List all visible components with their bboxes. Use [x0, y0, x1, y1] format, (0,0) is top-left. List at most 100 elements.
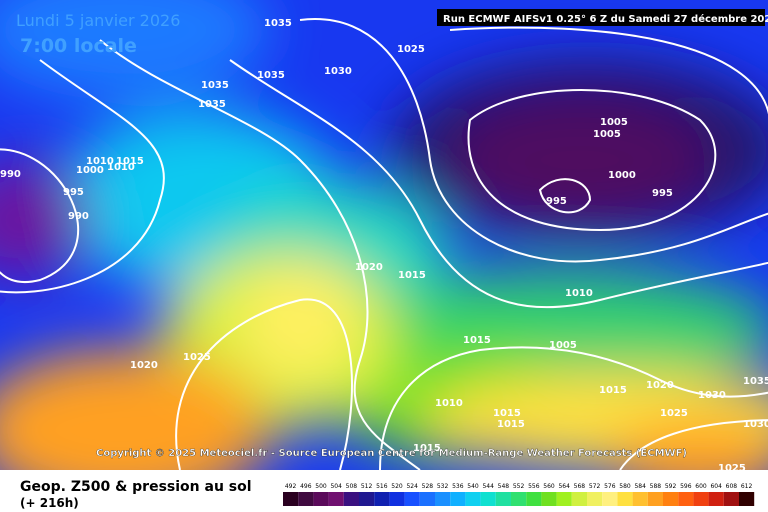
isobar-label: 1025 — [397, 44, 425, 55]
scale-swatch — [343, 492, 359, 506]
scale-label: 596 — [680, 483, 692, 490]
isobar-label: 995 — [546, 196, 567, 207]
isobar-label: 1015 — [463, 335, 491, 346]
scale-label: 520 — [391, 483, 403, 490]
scale-label: 532 — [437, 483, 449, 490]
isobar-label: 1015 — [116, 156, 144, 167]
footer-title: Geop. Z500 & pression au sol — [20, 479, 252, 495]
scale-swatch — [663, 492, 679, 506]
scale-swatch — [404, 492, 420, 506]
isobar-label: 1010 — [107, 162, 135, 173]
isobar-label: 1030 — [698, 390, 726, 401]
scale-label: 592 — [665, 483, 677, 490]
scale-label: 548 — [498, 483, 510, 490]
scale-label: 560 — [543, 483, 555, 490]
isobar-label: 1010 — [86, 156, 114, 167]
scale-swatch — [678, 492, 694, 506]
isobar-label: 1020 — [355, 262, 383, 273]
color-scale: 492 496 500 504 508 512 516 520 524 528 532 536 540 5… — [283, 483, 755, 506]
isobar-label: 1015 — [398, 270, 426, 281]
scale-swatch — [374, 492, 390, 506]
scale-swatch — [298, 492, 314, 506]
scale-swatch — [587, 492, 603, 506]
scale-label: 608 — [726, 483, 738, 490]
scale-label: 492 — [285, 483, 297, 490]
scale-swatch — [283, 492, 299, 506]
scale-label: 584 — [634, 483, 646, 490]
scale-swatch — [693, 492, 709, 506]
scale-label: 612 — [741, 483, 753, 490]
scale-label: 496 — [300, 483, 312, 490]
scale-swatch — [480, 492, 496, 506]
scale-label: 516 — [376, 483, 388, 490]
scale-swatch — [328, 492, 344, 506]
scale-swatch — [359, 492, 375, 506]
isobar-label: 995 — [652, 188, 673, 199]
isobar-label: 1020 — [130, 360, 158, 371]
isobar-label: 990 — [68, 211, 89, 222]
scale-label: 588 — [650, 483, 662, 490]
scale-swatch — [495, 492, 511, 506]
isobar-label: 1015 — [493, 408, 521, 419]
isobar-label: 1005 — [600, 117, 628, 128]
scale-label: 500 — [315, 483, 327, 490]
isobar-label: 1000 — [76, 165, 104, 176]
run-box — [437, 9, 765, 26]
scale-swatch — [313, 492, 329, 506]
scale-label: 528 — [422, 483, 434, 490]
scale-label: 564 — [558, 483, 570, 490]
scale-swatch — [435, 492, 451, 506]
isobar-label: 1015 — [497, 419, 525, 430]
footer-lead: (+ 216h) — [20, 496, 79, 510]
isobar-label: 990 — [0, 169, 21, 180]
scale-label: 536 — [452, 483, 464, 490]
isobar-label: 1035 — [257, 70, 285, 81]
scale-label: 580 — [619, 483, 631, 490]
isobar-label: 1005 — [549, 340, 577, 351]
scale-swatch — [526, 492, 542, 506]
isobar-label: 995 — [63, 187, 84, 198]
isobar-label: 1035 — [743, 376, 768, 387]
scale-swatch — [541, 492, 557, 506]
isobar-label: 1015 — [599, 385, 627, 396]
scale-label: 512 — [361, 483, 373, 490]
scale-swatch — [739, 492, 755, 506]
isobar-label: 1030 — [743, 419, 768, 430]
scale-label: 556 — [528, 483, 540, 490]
isobar-label: 1025 — [660, 408, 688, 419]
isobar-label: 1015 — [413, 443, 441, 454]
isobar-label: 1010 — [435, 398, 463, 409]
scale-swatch — [617, 492, 633, 506]
scale-swatch — [632, 492, 648, 506]
isobar-label: 1025 — [183, 352, 211, 363]
isobar-label: 1005 — [593, 129, 621, 140]
isobar-label: 1000 — [608, 170, 636, 181]
scale-label: 544 — [482, 483, 494, 490]
scale-swatch — [419, 492, 435, 506]
scale-label: 604 — [710, 483, 722, 490]
scale-swatch — [723, 492, 739, 506]
isobar-label: 1020 — [646, 380, 674, 391]
isobar-label: 1010 — [565, 288, 593, 299]
isobar-label: 1035 — [264, 18, 292, 29]
scale-label: 568 — [574, 483, 586, 490]
scale-label: 600 — [695, 483, 707, 490]
isobar-label: 1035 — [201, 80, 229, 91]
scale-swatch — [389, 492, 405, 506]
date-label: Lundi 5 janvier 2026 — [16, 11, 180, 30]
scale-label: 572 — [589, 483, 601, 490]
scale-swatch — [571, 492, 587, 506]
scale-label: 508 — [346, 483, 358, 490]
scale-swatch — [465, 492, 481, 506]
scale-label: 524 — [406, 483, 418, 490]
scale-swatch — [450, 492, 466, 506]
scale-label: 576 — [604, 483, 616, 490]
scale-label: 540 — [467, 483, 479, 490]
scale-label: 552 — [513, 483, 525, 490]
scale-swatch — [556, 492, 572, 506]
scale-swatch — [647, 492, 663, 506]
scale-swatch — [511, 492, 527, 506]
